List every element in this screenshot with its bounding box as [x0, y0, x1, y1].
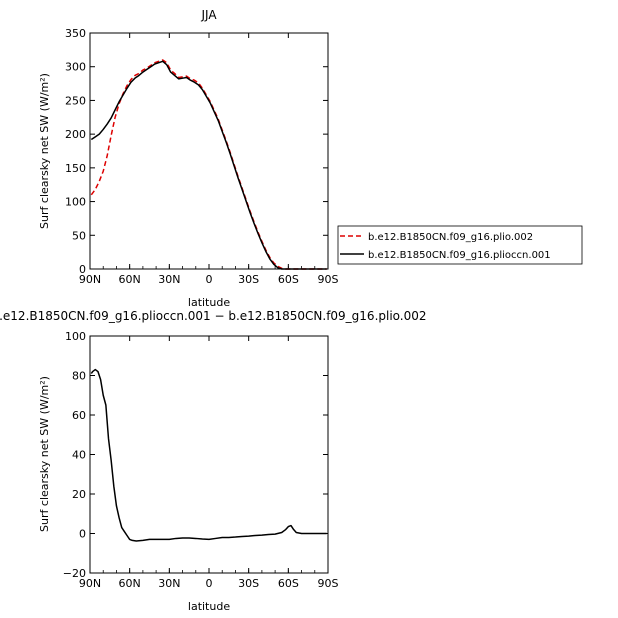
bottom-y-tick-label: −20 [63, 567, 86, 580]
top-x-tick-label: 30S [238, 273, 259, 286]
bottom-y-tick-label: 20 [72, 488, 86, 501]
bottom-x-tick-label: 0 [206, 577, 213, 590]
legend: b.e12.B1850CN.f09_g16.plio.002 b.e12.B18… [337, 225, 583, 265]
bottom-x-tick-label: 60N [119, 577, 141, 590]
bottom-y-tick-label: 40 [72, 449, 86, 462]
bottom-x-tick-label: 30S [238, 577, 259, 590]
legend-label-plio: b.e12.B1850CN.f09_g16.plio.002 [368, 232, 533, 243]
bottom-series-line-plioccn [90, 368, 327, 542]
legend-label-plioccn: b.e12.B1850CN.f09_g16.plioccn.001 [368, 250, 551, 261]
top-x-axis-title: latitude [188, 296, 230, 309]
bottom-plot-frame [89, 335, 329, 574]
bottom-x-tick-label: 90S [318, 577, 339, 590]
bottom-x-tick-label: 60S [278, 577, 299, 590]
bottom-y-tick-label: 60 [72, 409, 86, 422]
top-y-tick-label: 250 [65, 94, 86, 107]
top-y-axis-title: Surf clearsky net SW (W/m²) [38, 73, 51, 229]
bottom-x-axis-title: latitude [188, 600, 230, 613]
top-y-tick-label: 200 [65, 128, 86, 141]
top-x-tick-label: 90S [318, 273, 339, 286]
top-series-line-plio [90, 59, 327, 270]
bottom-y-axis-title: Surf clearsky net SW (W/m²) [38, 376, 51, 532]
top-x-tick-label: 60N [119, 273, 141, 286]
top-x-tick-label: 0 [206, 273, 213, 286]
top-y-tick-label: 150 [65, 162, 86, 175]
top-y-tick-label: 300 [65, 61, 86, 74]
top-chart-title: JJA [200, 8, 217, 22]
top-y-tick-label: 100 [65, 196, 86, 209]
bottom-x-tick-label: 30N [158, 577, 180, 590]
bottom-x-tick-label: 90N [79, 577, 101, 590]
top-x-tick-label: 90N [79, 273, 101, 286]
legend-box [337, 225, 583, 265]
top-y-tick-label: 0 [79, 263, 86, 276]
top-x-tick-label: 60S [278, 273, 299, 286]
bottom-y-tick-label: 100 [65, 330, 86, 343]
top-y-tick-label: 50 [72, 229, 86, 242]
bottom-y-tick-label: 0 [79, 528, 86, 541]
bottom-chart-title: b.e12.B1850CN.f09_g16.plioccn.001 − b.e1… [0, 309, 427, 323]
bottom-y-tick-label: 80 [72, 370, 86, 383]
top-x-tick-label: 30N [158, 273, 180, 286]
top-plot-frame [89, 32, 329, 270]
top-chart: JJA Surf clearsky net SW (W/m²) latitude… [38, 8, 583, 309]
top-series-line-plioccn [90, 60, 327, 270]
top-y-tick-label: 350 [65, 27, 86, 40]
bottom-chart: b.e12.B1850CN.f09_g16.plioccn.001 − b.e1… [0, 309, 427, 613]
